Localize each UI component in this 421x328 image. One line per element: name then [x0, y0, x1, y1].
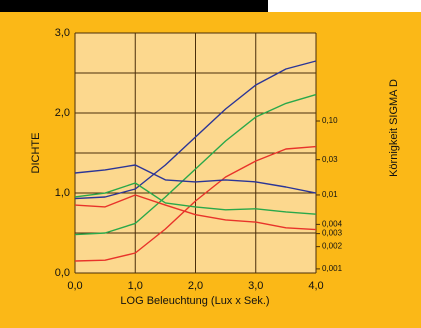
y2-tick-label: 0,002 — [322, 242, 343, 251]
y-tick-label: 2,0 — [55, 107, 70, 119]
y2-tick-label: 0,003 — [322, 229, 343, 238]
y2-tick-label: 0,03 — [322, 155, 338, 164]
y2-tick-label: 0,01 — [322, 190, 338, 199]
x-tick-label: 2,0 — [188, 280, 203, 292]
y2-tick-label: 0,10 — [322, 116, 338, 125]
x-tick-label: 0,0 — [67, 280, 82, 292]
x-tick-label: 1,0 — [128, 280, 143, 292]
x-axis-label: LOG Beleuchtung (Lux x Sek.) — [120, 295, 269, 307]
curve — [74, 60, 317, 200]
curve — [74, 194, 317, 231]
y-axis-label: DICHTE — [30, 133, 42, 174]
y2-axis-label: Körnigkeit SIGMA D — [388, 79, 400, 177]
x-tick-label: 4,0 — [308, 280, 323, 292]
curve — [74, 93, 317, 236]
y2-tick-label: 0,001 — [322, 264, 343, 273]
top-bar — [0, 0, 268, 12]
y2-tick-label: 0,004 — [322, 219, 343, 228]
y-tick-label: 0,0 — [55, 267, 70, 279]
y-tick-label: 3,0 — [55, 27, 70, 39]
y-tick-label: 1,0 — [55, 187, 70, 199]
top-bar-right — [268, 0, 421, 12]
curve — [74, 145, 317, 262]
x-tick-label: 3,0 — [248, 280, 263, 292]
curve — [74, 164, 317, 194]
curve — [74, 182, 317, 215]
